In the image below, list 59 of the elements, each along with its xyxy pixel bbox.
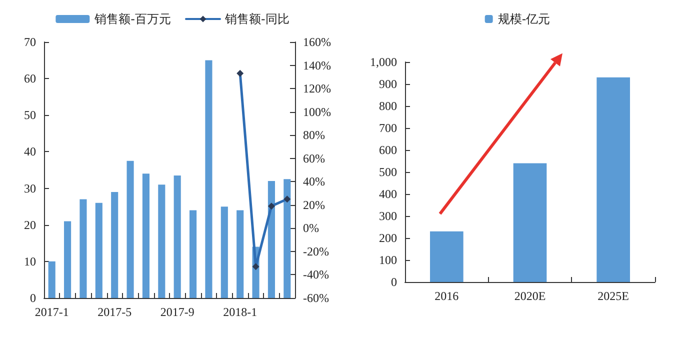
x-tick-label: 2016 [434,289,459,303]
bar [284,179,291,298]
bar [142,174,150,298]
bar [48,261,56,298]
x-tick-label: 2017-9 [160,305,194,319]
y-tick-label: 10 [24,254,36,268]
bar [236,210,244,298]
bar [205,60,212,298]
y-tick-label: 20 [24,218,36,232]
y2-tick-label: 20% [303,198,325,212]
bar [513,163,547,282]
bar [190,210,197,298]
y-tick-label: 0 [391,275,397,289]
y-tick-label: 30 [24,181,36,196]
y-tick-label: 100 [379,253,397,267]
legend-label: 销售额-百万元 [94,12,172,26]
legend-label: 销售额-同比 [224,12,290,26]
y-tick-label: 500 [379,165,397,179]
y-tick-label: 700 [379,121,397,135]
x-tick-label: 2025E [598,289,630,303]
y-tick-label: 800 [379,99,397,113]
x-tick-label: 2017-5 [98,305,132,319]
bar [596,77,630,282]
y2-tick-label: 80% [303,128,325,142]
bar [80,199,87,298]
x-tick-label: 2018-1 [223,305,258,319]
legend-label: 规模-亿元 [498,12,550,26]
y-tick-label: 0 [30,291,36,305]
y-tick-label: 40 [24,144,36,159]
bar [64,221,72,298]
y-tick-label: 60 [24,72,36,86]
bar [126,160,134,298]
bar [268,180,275,298]
y2-tick-label: 140% [303,58,331,72]
y-tick-label: 1,000 [370,55,397,69]
y2-tick-label: 120% [303,82,331,96]
y2-tick-label: 60% [303,151,325,166]
bar [174,175,181,298]
bar [158,184,166,298]
y-tick-label: 600 [379,143,397,157]
x-tick-label: 2017-1 [34,305,69,319]
y2-tick-label: 100% [303,104,331,119]
bar [430,231,464,282]
bar [95,202,102,298]
y2-tick-label: 0% [303,221,319,236]
y2-tick-label: -40% [303,268,329,282]
bar [220,206,228,298]
y2-tick-label: 40% [303,174,325,189]
y2-tick-label: 160% [303,35,331,49]
y-tick-label: 70 [24,35,36,49]
y-tick-label: 400 [379,187,397,201]
y-tick-label: 50 [24,108,36,122]
y-tick-label: 300 [379,209,397,223]
y-tick-label: 900 [379,77,397,91]
y2-tick-label: -60% [303,291,329,305]
y-tick-label: 200 [379,231,397,245]
bar [111,192,118,298]
x-tick-label: 2020E [514,289,546,303]
y2-tick-label: -20% [303,244,329,258]
